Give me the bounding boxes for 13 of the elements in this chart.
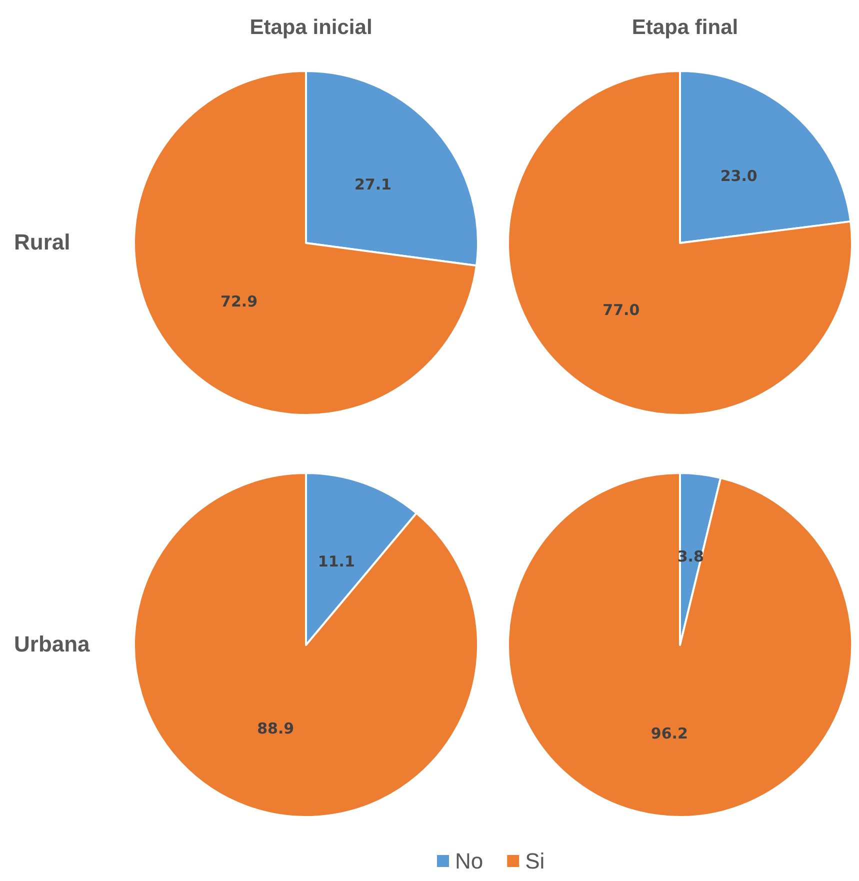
data-label: 23.0: [720, 167, 758, 186]
data-label: 27.1: [354, 175, 392, 194]
data-label: 96.2: [650, 724, 688, 742]
chart-title: Etapa inicial: [250, 16, 372, 39]
data-label: 77.0: [602, 300, 640, 319]
data-label: 11.1: [318, 552, 355, 570]
data-label: 72.9: [220, 292, 258, 311]
text: Rural: [14, 230, 70, 254]
text: Urbana: [14, 632, 91, 656]
chart-title: Etapa final: [632, 16, 738, 39]
legend-label: No: [455, 848, 484, 874]
data-label: 88.9: [257, 720, 294, 738]
legend-label: Si: [525, 848, 545, 874]
